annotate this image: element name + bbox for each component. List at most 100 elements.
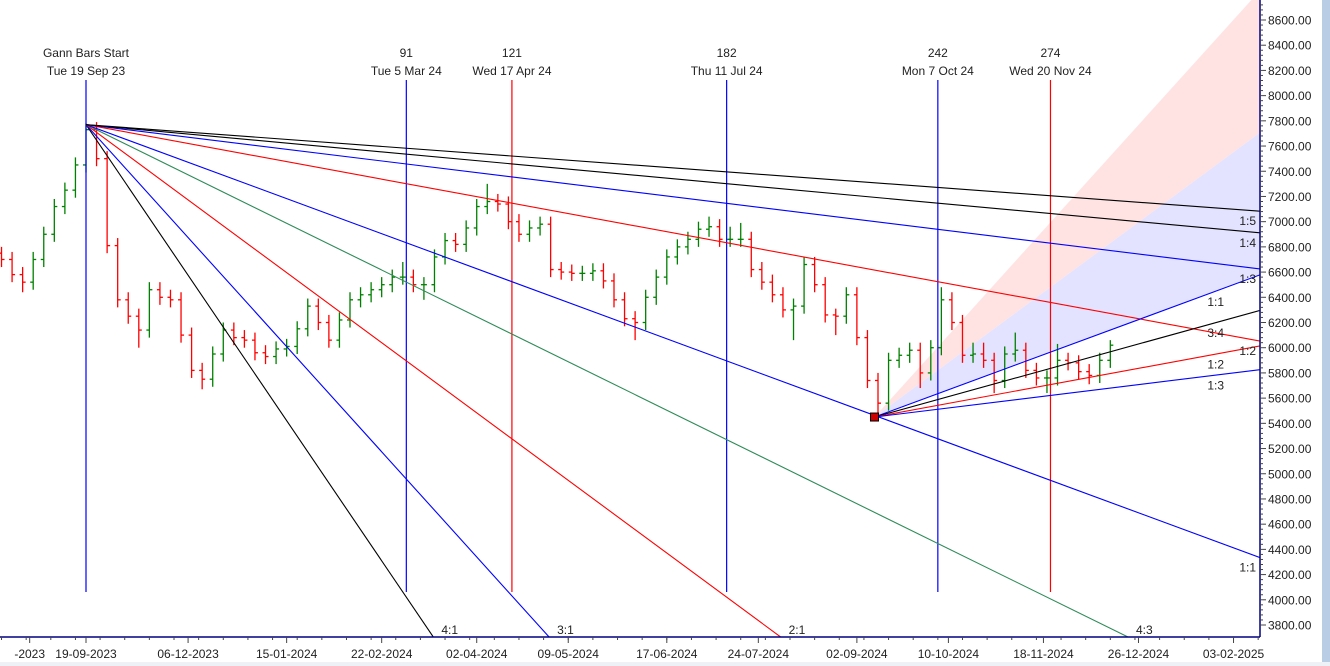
price-bar <box>241 330 248 348</box>
price-bar <box>790 298 797 341</box>
price-bar <box>135 308 142 348</box>
price-bars <box>0 122 1114 418</box>
price-bar <box>230 322 237 346</box>
price-bar <box>801 256 808 314</box>
price-bar <box>600 263 607 289</box>
x-tick-label: 15-01-2024 <box>256 647 318 661</box>
y-tick-label: 8000.00 <box>1268 89 1312 103</box>
y-tick-label: 6600.00 <box>1268 266 1312 280</box>
price-bar <box>104 151 111 254</box>
price-bar <box>410 269 417 293</box>
price-bar <box>19 267 26 293</box>
gann-line-label: 1:3 <box>1239 272 1256 286</box>
price-bar <box>875 372 881 418</box>
price-bar <box>442 233 449 265</box>
price-bar <box>980 342 987 368</box>
price-bar <box>526 220 533 242</box>
price-bar <box>1012 332 1019 362</box>
gann-marker-date: Wed 20 Nov 24 <box>1009 64 1092 78</box>
price-bar <box>347 292 353 328</box>
price-bar <box>779 287 786 318</box>
price-bar <box>1054 343 1061 386</box>
price-bar <box>294 321 301 355</box>
gann-line-label: 1:2 <box>1207 357 1224 371</box>
x-tick-label: 09-05-2024 <box>538 647 600 661</box>
gann-marker-number: 121 <box>502 46 522 60</box>
y-tick-label: 8600.00 <box>1268 14 1312 28</box>
y-tick-label: 8200.00 <box>1268 64 1312 78</box>
price-bar <box>146 282 153 338</box>
price-bar <box>114 238 121 308</box>
y-tick-label: 5400.00 <box>1268 417 1312 431</box>
gann-marker-date: Wed 17 Apr 24 <box>472 64 551 78</box>
price-bar <box>452 233 459 252</box>
x-tick-label: 02-09-2024 <box>826 647 888 661</box>
gann-fan-lines <box>85 124 1260 637</box>
price-bar <box>896 347 903 368</box>
price-bar <box>558 262 565 280</box>
price-bar <box>663 249 670 285</box>
price-bar <box>769 274 776 303</box>
price-bar <box>72 157 79 198</box>
gann-line-1-2 <box>874 345 1260 418</box>
gann-line-1-5 <box>85 124 1260 212</box>
gann-marker-number: Gann Bars Start <box>43 46 130 60</box>
price-bar <box>209 346 216 387</box>
gann-line-label: 1:2 <box>1239 344 1256 358</box>
gann-marker-number: 91 <box>400 46 414 60</box>
x-tick-label: 10-10-2024 <box>918 647 980 661</box>
gann-line-label: 3:4 <box>1207 326 1224 340</box>
x-tick-label: 24-07-2024 <box>728 647 790 661</box>
y-tick-label: 6400.00 <box>1268 291 1312 305</box>
price-bar <box>906 342 913 363</box>
y-tick-label: 6800.00 <box>1268 240 1312 254</box>
y-tick-label: 7200.00 <box>1268 190 1312 204</box>
price-bar <box>273 341 280 365</box>
price-bar <box>262 345 269 365</box>
price-bar <box>832 308 839 336</box>
x-tick-label: 18-11-2024 <box>1013 647 1074 661</box>
price-bar <box>611 273 617 308</box>
x-tick-label: 19-09-2023 <box>55 647 117 661</box>
price-bar <box>1086 364 1093 385</box>
price-bar <box>706 216 713 237</box>
price-bar <box>822 277 829 323</box>
price-bar <box>758 262 765 290</box>
price-bar <box>40 226 47 268</box>
y-tick-label: 4000.00 <box>1268 593 1312 607</box>
price-bar <box>188 327 195 378</box>
price-bar <box>0 246 5 268</box>
price-bar <box>589 263 596 281</box>
price-bar <box>843 287 850 324</box>
price-bar <box>431 249 438 293</box>
y-tick-label: 4200.00 <box>1268 568 1312 582</box>
price-bar <box>917 342 924 389</box>
price-bar <box>494 193 501 212</box>
price-bar <box>948 292 955 331</box>
gann-line-3-1 <box>85 124 550 637</box>
price-bar <box>885 352 892 411</box>
price-bar <box>927 340 934 381</box>
price-bar <box>378 277 385 298</box>
price-bar <box>864 330 871 389</box>
price-bar <box>653 269 660 305</box>
scrollbar-strip[interactable] <box>1322 0 1330 666</box>
price-bar <box>178 292 185 343</box>
price-bar <box>325 314 332 348</box>
price-bar <box>537 216 544 236</box>
gann-line-3-4 <box>874 309 1260 418</box>
price-bar <box>695 221 702 247</box>
price-bar <box>853 287 860 346</box>
price-bar <box>632 311 639 341</box>
price-bar <box>389 269 396 293</box>
price-bar <box>1075 355 1082 380</box>
fan-origin-marker <box>869 412 879 422</box>
gann-marker-number: 242 <box>928 46 948 60</box>
price-bar <box>1022 342 1029 378</box>
x-tick-label: -2023 <box>14 647 45 661</box>
gann-line-label: 1:5 <box>1239 214 1256 228</box>
price-bar <box>505 196 512 230</box>
price-bar <box>473 198 480 236</box>
price-bar <box>737 222 744 247</box>
